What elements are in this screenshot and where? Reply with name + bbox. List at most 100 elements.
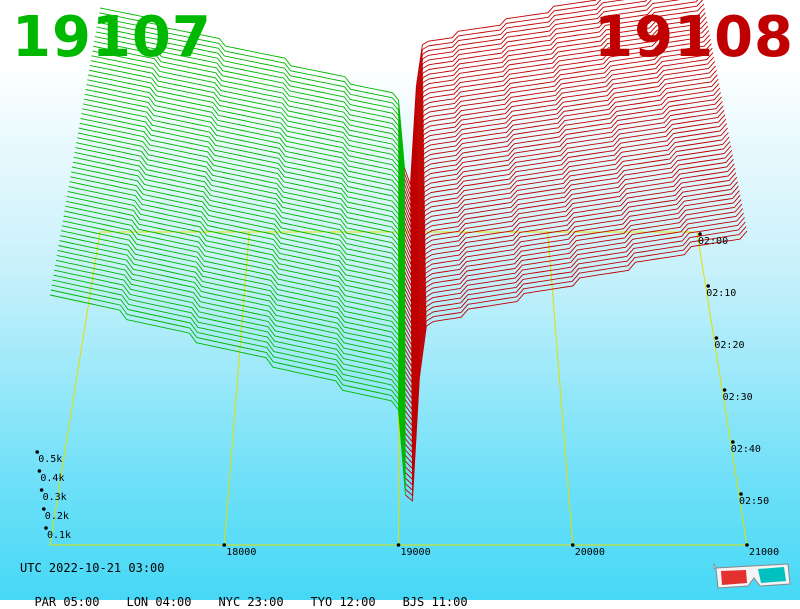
trace-right-17 (404, 154, 733, 411)
trace-right-42 (404, 43, 712, 276)
clock-par: PAR 05:00 (34, 595, 100, 609)
y-tick-dot-4 (35, 450, 39, 454)
trace-left-41 (84, 93, 406, 267)
trace-left-10 (58, 245, 406, 439)
x-tick-dot-3 (745, 543, 749, 547)
trace-left-58 (99, 12, 405, 174)
trace-left-40 (83, 98, 406, 273)
clock-lon: LON 04:00 (126, 595, 192, 609)
trace-right-24 (404, 123, 728, 373)
x-tick-dot-1 (396, 543, 401, 547)
trace-left-36 (80, 118, 406, 295)
trace-left-45 (88, 74, 406, 245)
trace-left-44 (87, 79, 406, 251)
trace-right-58 (404, 0, 602, 191)
time-tick-label-3: 02:30 (723, 392, 753, 403)
trace-left-12 (60, 235, 406, 428)
trace-left-32 (77, 137, 406, 317)
trace-left-30 (75, 147, 406, 328)
trace-right-37 (404, 65, 716, 304)
utc-timestamp: UTC 2022-10-21 03:00 (20, 561, 165, 575)
trace-right-49 (404, 12, 706, 238)
trace-left-21 (67, 191, 406, 378)
clock-bjs: BJS 11:00 (402, 595, 468, 609)
trace-left-8 (56, 254, 406, 451)
trace-right-18 (404, 150, 733, 406)
y-tick-dot-1 (42, 507, 46, 511)
trace-left-23 (69, 181, 406, 367)
trace-right-21 (404, 136, 730, 390)
trace-right-0 (405, 230, 748, 502)
trace-left-15 (62, 220, 406, 411)
trace-right-28 (404, 105, 724, 352)
trace-right-3 (405, 217, 745, 486)
trace-left-25 (71, 171, 406, 356)
trace-right-25 (404, 118, 727, 368)
trace-right-30 (404, 96, 722, 341)
trace-left-50 (92, 50, 406, 218)
x-tick-dot-2 (570, 543, 575, 547)
frame-right-edge (696, 231, 748, 546)
frame-guide-18000 (223, 231, 250, 546)
chart-traces (49, 0, 748, 502)
trace-right-16 (404, 159, 734, 416)
trace-right-44 (404, 34, 711, 265)
trace-left-26 (71, 166, 406, 350)
trace-right-52 (404, 0, 704, 223)
trace-left-37 (81, 113, 406, 289)
trace-left-11 (59, 240, 406, 434)
trace-left-29 (74, 151, 406, 333)
3d-glasses-icon (713, 562, 791, 589)
trace-left-34 (78, 127, 406, 306)
trace-left-52 (94, 40, 406, 207)
time-tick-label-4: 02:40 (731, 444, 761, 455)
trace-right-32 (404, 87, 721, 331)
trace-right-10 (404, 185, 739, 448)
trace-right-41 (404, 47, 713, 281)
y-tick-dot-3 (37, 469, 42, 473)
trace-right-53 (404, 0, 699, 217)
trace-right-33 (404, 83, 720, 325)
trace-left-7 (55, 259, 406, 456)
clock-nyc: NYC 23:00 (218, 595, 284, 609)
x-tick-label-0: 18000 (226, 547, 256, 558)
time-tick-dot-2 (714, 336, 719, 340)
time-tick-label-2: 02:20 (714, 340, 744, 351)
trace-left-5 (54, 269, 406, 467)
y-tick-label-2: 0.3k (43, 492, 67, 503)
trace-right-50 (404, 8, 705, 233)
y-tick-label-4: 0.5k (38, 454, 62, 465)
trace-left-39 (83, 103, 406, 278)
x-tick-dot-0 (222, 543, 227, 547)
trace-right-9 (404, 190, 740, 454)
frame-guide-20000 (547, 231, 574, 546)
trace-left-2 (51, 284, 406, 484)
trace-left-28 (73, 156, 406, 339)
trace-right-13 (404, 172, 737, 432)
trace-right-45 (404, 30, 710, 260)
time-tick-label-5: 02:50 (739, 496, 769, 507)
trace-right-27 (404, 110, 725, 357)
trace-right-51 (404, 3, 705, 228)
trace-left-48 (90, 60, 406, 229)
trace-right-36 (404, 69, 717, 309)
trace-right-47 (404, 21, 708, 249)
trace-right-2 (405, 221, 746, 491)
y-tick-dot-0 (44, 526, 48, 530)
trace-left-49 (91, 55, 406, 223)
trace-left-59 (99, 7, 405, 169)
trace-left-17 (64, 210, 406, 400)
trace-right-48 (404, 16, 707, 244)
left-sequence-number: 19107 (12, 5, 212, 70)
trace-left-35 (79, 122, 406, 300)
time-tick-dot-5 (739, 492, 743, 496)
trace-right-46 (404, 25, 709, 254)
trace-left-13 (60, 230, 406, 423)
y-tick-label-1: 0.2k (45, 511, 69, 522)
trace-right-59 (404, 0, 597, 185)
trace-left-0 (49, 294, 406, 496)
trace-left-47 (89, 64, 406, 234)
trace-right-57 (404, 0, 625, 196)
trace-left-33 (77, 132, 406, 311)
trace-right-34 (404, 78, 719, 320)
